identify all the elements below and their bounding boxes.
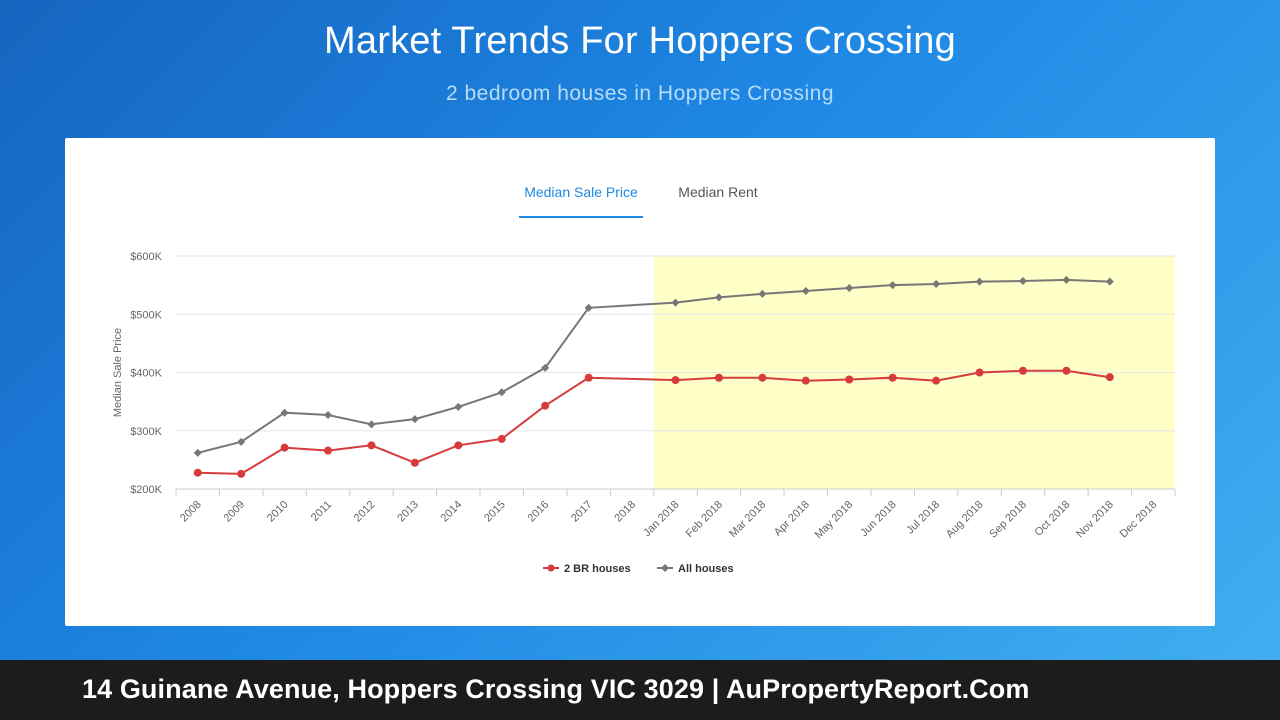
data-point bbox=[1062, 366, 1071, 375]
data-point bbox=[237, 437, 246, 446]
data-point bbox=[541, 401, 550, 410]
data-point bbox=[1105, 373, 1114, 382]
chart-tabs: Median Sale Price Median Rent bbox=[65, 184, 1215, 218]
data-point bbox=[324, 446, 333, 455]
data-point bbox=[324, 411, 333, 420]
data-point bbox=[1018, 366, 1027, 375]
x-tick-label: May 2018 bbox=[813, 499, 856, 542]
tab-median-sale-price[interactable]: Median Sale Price bbox=[519, 184, 643, 218]
x-tick-label: Jul 2018 bbox=[904, 499, 942, 537]
x-tick-label: 2011 bbox=[309, 499, 334, 524]
y-tick-label: $300K bbox=[130, 426, 162, 438]
legend-label: All houses bbox=[678, 563, 734, 575]
line-chart: $200K $300K $400K $500K $600K 2008 2009 2010 201… bbox=[112, 251, 1176, 575]
data-point bbox=[280, 443, 289, 452]
x-tick-label: Nov 2018 bbox=[1074, 499, 1116, 541]
y-axis-title: Median Sale Price bbox=[112, 328, 124, 417]
data-point bbox=[714, 293, 723, 302]
x-tick-label: 2013 bbox=[395, 499, 421, 525]
data-point bbox=[541, 363, 550, 372]
x-tick-label: Aug 2018 bbox=[944, 499, 986, 541]
data-point bbox=[801, 286, 810, 295]
data-point bbox=[584, 373, 593, 382]
data-point bbox=[758, 289, 767, 298]
data-point bbox=[410, 458, 419, 467]
legend-marker bbox=[547, 564, 555, 572]
data-point bbox=[454, 441, 463, 450]
data-point bbox=[193, 468, 202, 477]
data-point bbox=[237, 469, 246, 478]
chart-panel: Median Sale Price Median Rent $200K $300K… bbox=[65, 138, 1215, 626]
x-tick-label: 2015 bbox=[482, 499, 508, 525]
y-tick-label: $400K bbox=[130, 368, 162, 380]
x-tick-label: 2012 bbox=[352, 499, 378, 525]
legend-marker bbox=[661, 564, 669, 572]
x-tick-label: 2008 bbox=[178, 499, 204, 525]
data-point bbox=[1018, 277, 1027, 286]
data-point bbox=[1062, 275, 1071, 284]
data-point bbox=[888, 373, 897, 382]
x-tick-label: Apr 2018 bbox=[772, 499, 812, 539]
data-point bbox=[280, 408, 289, 417]
footer-bar: 14 Guinane Avenue, Hoppers Crossing VIC … bbox=[0, 660, 1280, 720]
x-tick-label: 2017 bbox=[569, 499, 595, 525]
x-tick-label: Jan 2018 bbox=[641, 499, 681, 539]
data-point bbox=[497, 388, 506, 397]
data-point bbox=[410, 415, 419, 424]
y-tick-label: $500K bbox=[130, 309, 162, 321]
data-point bbox=[714, 373, 723, 382]
x-tick-label: 2018 bbox=[612, 499, 638, 525]
x-tick-label: 2016 bbox=[526, 499, 552, 525]
data-point bbox=[845, 375, 854, 384]
data-point bbox=[758, 373, 767, 382]
data-point bbox=[1105, 277, 1114, 286]
x-tick-label: Feb 2018 bbox=[684, 499, 725, 540]
data-point bbox=[367, 441, 376, 450]
data-point bbox=[671, 376, 680, 385]
page-subtitle: 2 bedroom houses in Hoppers Crossing bbox=[445, 82, 835, 105]
data-point bbox=[801, 376, 810, 385]
data-point bbox=[888, 281, 897, 290]
x-tick-label: Oct 2018 bbox=[1032, 499, 1072, 539]
data-point bbox=[584, 303, 593, 312]
data-point bbox=[454, 402, 463, 411]
x-tick-label: Jun 2018 bbox=[858, 499, 898, 539]
data-point bbox=[193, 448, 202, 457]
data-point bbox=[932, 279, 941, 288]
x-tick-label: 2010 bbox=[265, 499, 291, 525]
data-point bbox=[932, 376, 941, 385]
y-tick-label: $600K bbox=[130, 251, 162, 263]
x-tick-label: Mar 2018 bbox=[727, 499, 768, 540]
y-tick-label: $200K bbox=[130, 484, 162, 496]
data-point bbox=[845, 284, 854, 293]
x-tick-label: 2009 bbox=[221, 499, 247, 525]
tab-median-rent[interactable]: Median Rent bbox=[678, 184, 758, 200]
x-tick-label: 2014 bbox=[439, 499, 465, 525]
x-tick-label: Dec 2018 bbox=[1118, 499, 1160, 541]
data-point bbox=[975, 277, 984, 286]
data-point bbox=[497, 434, 506, 443]
legend-label: 2 BR houses bbox=[564, 563, 631, 575]
x-tick-label: Sep 2018 bbox=[987, 499, 1029, 541]
data-point bbox=[671, 298, 680, 307]
footer-address: 14 Guinane Avenue, Hoppers Crossing VIC … bbox=[82, 674, 1030, 704]
page-title: Market Trends For Hoppers Crossing bbox=[324, 20, 956, 62]
data-point bbox=[975, 368, 984, 377]
data-point bbox=[367, 420, 376, 429]
